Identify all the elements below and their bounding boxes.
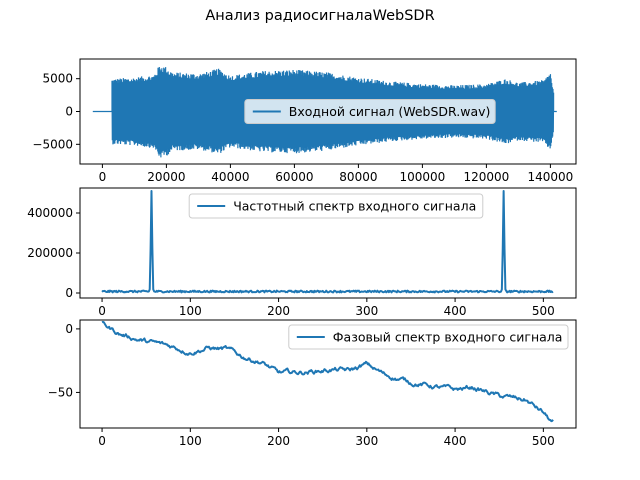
- y-tick-label: −50: [48, 385, 73, 399]
- amplitude-spectrum-frame: [79, 187, 577, 299]
- y-tick-label: 5000: [42, 72, 73, 86]
- x-tick-label: 60000: [275, 170, 313, 184]
- x-tick-label: 0: [98, 304, 106, 318]
- x-tick-label: 400: [444, 434, 467, 448]
- input-signal-axes: 0 20000 40000 60000 80000 100000 120000 140000 5…: [32, 58, 577, 184]
- x-tick-label: 100000: [399, 170, 445, 184]
- x-tick-label: 500: [532, 304, 555, 318]
- x-tick-label: 500: [532, 434, 555, 448]
- legend-box: [288, 324, 569, 350]
- x-tick-label: 300: [355, 304, 378, 318]
- x-tick-label: 100: [179, 434, 202, 448]
- phase-spectrum-axes: 0 100 200 300 400 500 0 −50 Фазовый спектр входн…: [48, 319, 577, 448]
- x-tick-label: 140000: [527, 170, 573, 184]
- amplitude-spectrum-line: [101, 190, 554, 294]
- phase-spectrum-legend: Фазовый спектр входного сигнала: [288, 324, 569, 350]
- x-tick-label: 40000: [211, 170, 249, 184]
- y-tick-label: 0: [65, 105, 73, 119]
- y-tick-label: 0: [65, 322, 73, 336]
- legend-label: Фазовый спектр входного сигнала: [333, 330, 563, 345]
- legend-label: Частотный спектр входного сигнала: [233, 199, 476, 214]
- amplitude-spectrum-axes: 0 100 200 300 400 500 400000 200000 0 Частотный с…: [27, 187, 577, 318]
- phase-spectrum-frame: [79, 319, 577, 429]
- y-tick-label: −5000: [32, 137, 73, 151]
- phase-spectrum-line: [101, 320, 554, 423]
- x-tick-label: 120000: [463, 170, 509, 184]
- x-tick-label: 200: [267, 434, 290, 448]
- y-tick-label: 200000: [27, 246, 73, 260]
- figure-title: Анализ радиосигналаWebSDR: [205, 8, 435, 24]
- x-tick-label: 20000: [147, 170, 185, 184]
- phase-spectrum-plot-area: [101, 320, 554, 423]
- x-tick-label: 300: [355, 434, 378, 448]
- x-tick-label: 400: [444, 304, 467, 318]
- legend-box: [244, 99, 496, 124]
- y-tick-label: 0: [65, 286, 73, 300]
- x-tick-label: 80000: [339, 170, 377, 184]
- amplitude-spectrum-plot-area: [101, 190, 554, 294]
- x-tick-label: 0: [98, 434, 106, 448]
- legend-box: [188, 193, 484, 219]
- x-tick-label: 100: [179, 304, 202, 318]
- x-tick-label: 0: [99, 170, 107, 184]
- x-tick-label: 200: [267, 304, 290, 318]
- y-tick-label: 400000: [27, 206, 73, 220]
- amplitude-spectrum-legend: Частотный спектр входного сигнала: [188, 193, 484, 219]
- legend-label: Входной сигнал (WebSDR.wav): [289, 104, 491, 119]
- input-signal-legend: Входной сигнал (WebSDR.wav): [244, 99, 496, 124]
